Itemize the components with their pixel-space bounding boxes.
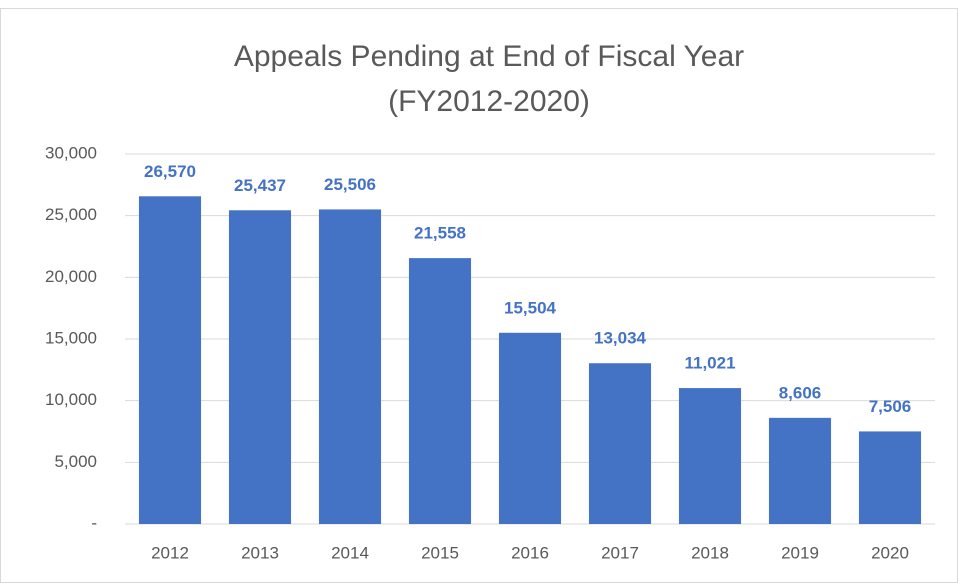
value-label: 13,034	[594, 329, 647, 348]
value-label: 7,506	[869, 397, 912, 416]
bar	[318, 209, 382, 524]
x-tick-label: 2015	[421, 543, 459, 562]
value-label: 25,437	[234, 176, 286, 195]
value-label: 8,606	[779, 383, 822, 402]
x-tick-label: 2018	[691, 543, 729, 562]
value-label: 15,504	[504, 298, 557, 317]
x-tick-label: 2020	[871, 543, 909, 562]
y-tick-label: 25,000	[45, 205, 97, 224]
x-tick-label: 2016	[511, 543, 549, 562]
x-tick-label: 2019	[781, 543, 819, 562]
y-tick-label: 10,000	[45, 390, 97, 409]
y-tick-label: 30,000	[45, 143, 97, 162]
x-tick-label: 2017	[601, 543, 639, 562]
bar	[768, 417, 832, 524]
bar	[138, 196, 202, 524]
bar	[678, 388, 742, 524]
bar	[858, 431, 922, 524]
y-tick-label: 15,000	[45, 328, 97, 347]
value-label: 21,558	[414, 224, 466, 243]
bar	[498, 332, 562, 524]
y-tick-label: 5,000	[54, 452, 97, 471]
bar	[228, 210, 292, 525]
y-tick-label: 20,000	[45, 267, 97, 286]
y-tick-label: -	[91, 513, 97, 532]
bar	[408, 258, 472, 524]
x-tick-label: 2014	[331, 543, 369, 562]
value-label: 25,506	[324, 175, 376, 194]
value-label: 26,570	[144, 162, 196, 181]
x-tick-label: 2013	[241, 543, 279, 562]
chart-subtitle: (FY2012-2020)	[388, 85, 590, 118]
chart-title: Appeals Pending at End of Fiscal Year	[234, 40, 744, 73]
bar	[588, 363, 652, 524]
x-tick-label: 2012	[151, 543, 189, 562]
value-label: 11,021	[684, 354, 735, 373]
